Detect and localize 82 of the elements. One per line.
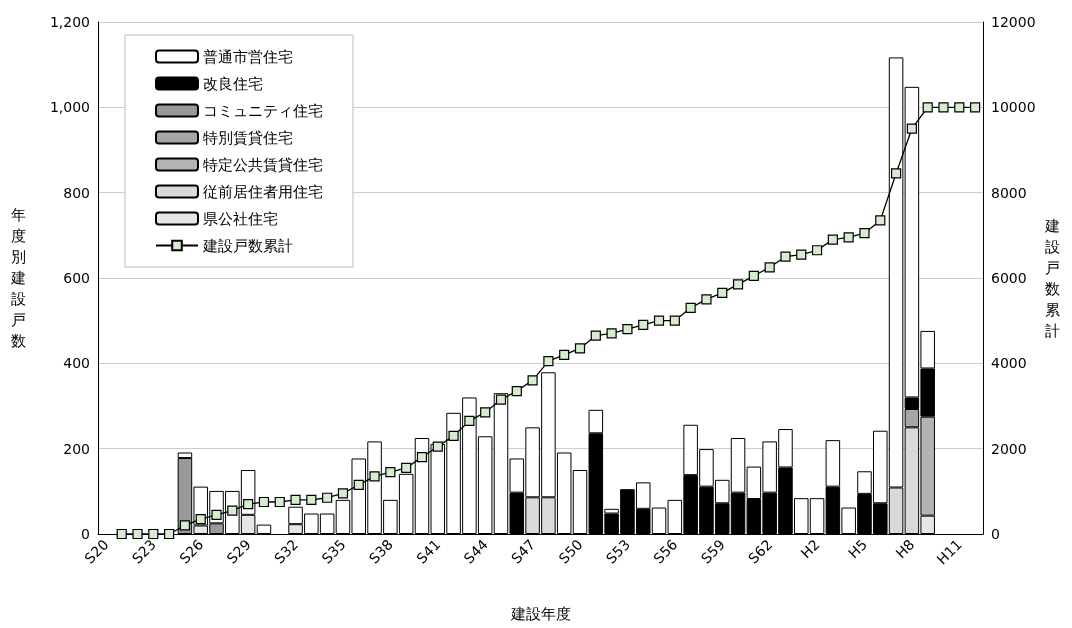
y-tick-label: 1,200 <box>49 14 90 30</box>
point <box>480 407 491 418</box>
point <box>970 102 981 113</box>
point <box>211 509 222 520</box>
point <box>653 315 665 326</box>
y-tick-label: 400 <box>63 355 90 372</box>
point <box>906 123 917 134</box>
point <box>511 385 522 397</box>
point <box>669 315 680 326</box>
point <box>811 245 823 256</box>
y-tick-label: 800 <box>63 184 90 201</box>
point <box>954 102 965 113</box>
point <box>685 302 696 313</box>
x-tick-label: S41 <box>413 536 444 567</box>
point <box>574 343 586 354</box>
point <box>290 494 301 505</box>
point <box>353 479 364 491</box>
y2-tick-label: 10000 <box>991 99 1036 116</box>
point <box>179 520 191 531</box>
point <box>732 279 744 290</box>
y2-tick-label: 8000 <box>991 184 1027 201</box>
point <box>890 168 902 179</box>
point <box>717 287 728 299</box>
legend-label: 改良住宅 <box>203 74 263 93</box>
x-axis-title: 建設年度 <box>509 604 571 623</box>
point <box>796 249 807 260</box>
point <box>638 319 649 331</box>
y2-tick-label: 12000 <box>991 14 1036 30</box>
point <box>780 251 791 262</box>
point <box>464 415 475 427</box>
y2-tick-label: 6000 <box>991 270 1027 286</box>
point <box>258 496 270 508</box>
legend-label: 建設戸数累計 <box>202 236 293 255</box>
legend-label: 普通市営住宅 <box>203 47 293 66</box>
point <box>827 234 838 245</box>
point <box>448 430 459 441</box>
y-tick-label: 0 <box>81 526 90 542</box>
point <box>401 462 412 473</box>
point <box>875 215 886 226</box>
point <box>590 330 601 341</box>
point <box>748 270 759 281</box>
point <box>543 356 554 367</box>
point <box>938 102 949 113</box>
y-tick-label: 600 <box>63 270 90 286</box>
point <box>274 496 285 508</box>
legend-label: 特定公共賃貸住宅 <box>203 155 323 174</box>
y2-axis-title: 建設戸数累計 <box>1044 216 1060 340</box>
point <box>859 228 870 239</box>
point <box>764 262 775 273</box>
point <box>322 492 333 503</box>
point <box>416 452 428 463</box>
point <box>606 328 617 339</box>
legend-label: 従前居住者用住宅 <box>203 182 323 201</box>
point <box>922 102 933 113</box>
y2-tick-label: 0 <box>991 526 1000 542</box>
x-tick-label: H8 <box>892 536 918 562</box>
point <box>337 488 349 499</box>
point <box>432 441 443 452</box>
legend-label: コミュニティ住宅 <box>203 101 323 120</box>
point <box>843 232 854 243</box>
point <box>306 494 317 505</box>
point <box>559 349 570 360</box>
point <box>385 467 396 478</box>
point <box>164 528 175 540</box>
legend-label: 特別賃貸住宅 <box>203 128 293 147</box>
legend-label: 県公社住宅 <box>203 209 278 228</box>
point <box>495 394 507 405</box>
point <box>116 528 127 540</box>
point <box>701 294 712 305</box>
y-tick-label: 1,000 <box>49 99 90 116</box>
point <box>132 528 143 540</box>
y2-tick-label: 4000 <box>991 355 1027 372</box>
y2-tick-label: 2000 <box>991 440 1027 457</box>
y-axis-title: 年度別建設戸数 <box>10 206 26 350</box>
point <box>527 375 538 386</box>
point <box>148 528 159 540</box>
y-tick-label: 200 <box>63 440 90 457</box>
point <box>622 324 633 335</box>
point <box>243 499 254 510</box>
x-tick-label: H2 <box>797 536 823 562</box>
x-tick-label: H5 <box>845 536 871 562</box>
point <box>195 513 206 525</box>
